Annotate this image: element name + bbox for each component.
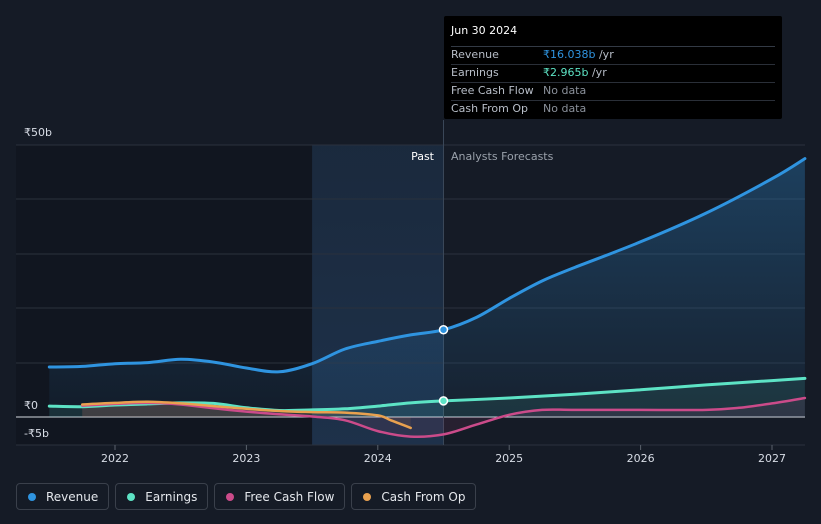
tooltip-value: ₹16.038b — [543, 48, 596, 61]
tooltip-unit: /yr — [595, 48, 614, 61]
tooltip-label: Free Cash Flow — [451, 84, 534, 97]
tooltip-value: No data — [543, 102, 587, 115]
legend-item-revenue[interactable]: Revenue — [16, 483, 110, 510]
past-region-label: Past — [411, 150, 435, 163]
x-tick-label: 2027 — [758, 452, 786, 465]
y-tick-label-50b: ₹50b — [24, 126, 52, 139]
tooltip-row-earnings: Earnings ₹2.965b /yr — [451, 65, 775, 83]
forecast-region-label: Analysts Forecasts — [451, 150, 554, 163]
tooltip-row-cash-from-op: Cash From Op No data — [451, 101, 775, 118]
free-cash-flow-dot-icon — [226, 492, 235, 501]
x-tick-label: 2025 — [495, 452, 523, 465]
cash-from-op-dot-icon — [363, 492, 372, 501]
legend-label: Cash From Op — [381, 489, 466, 504]
tooltip-label: Cash From Op — [451, 102, 529, 115]
chart-legend: Revenue Earnings Free Cash Flow Cash Fro… — [16, 483, 477, 510]
x-tick-label: 2023 — [232, 452, 260, 465]
legend-item-cash-from-op[interactable]: Cash From Op — [351, 483, 477, 510]
legend-item-earnings[interactable]: Earnings — [115, 483, 209, 510]
tooltip: Jun 30 2024 Revenue ₹16.038b /yr Earning… — [444, 16, 782, 119]
tooltip-label: Revenue — [451, 48, 499, 61]
free-cash-flow-area — [82, 398, 805, 437]
tooltip-unit: /yr — [588, 66, 607, 79]
x-tick-label: 2024 — [364, 452, 392, 465]
revenue-dot-icon — [28, 492, 36, 501]
tooltip-row-free-cash-flow: Free Cash Flow No data — [451, 83, 775, 101]
y-tick-label-neg5b: -₹5b — [24, 427, 49, 440]
legend-label: Free Cash Flow — [244, 489, 335, 504]
x-tick-label: 2022 — [101, 452, 129, 465]
legend-label: Revenue — [46, 489, 99, 504]
tooltip-label: Earnings — [451, 66, 499, 79]
legend-label: Earnings — [145, 489, 198, 504]
tooltip-row-revenue: Revenue ₹16.038b /yr — [451, 47, 775, 65]
tooltip-date: Jun 30 2024 — [451, 24, 775, 47]
legend-item-free-cash-flow[interactable]: Free Cash Flow — [214, 483, 346, 510]
revenue-line — [47, 157, 807, 374]
earnings-marker[interactable] — [438, 396, 449, 406]
x-tick-label: 2026 — [627, 452, 655, 465]
cash-from-op-area — [82, 401, 411, 428]
cash-from-op-line — [80, 400, 412, 430]
y-tick-label-0: ₹0 — [24, 399, 38, 412]
free-cash-flow-line — [80, 396, 807, 438]
revenue-marker[interactable] — [438, 325, 449, 335]
revenue-area — [49, 158, 805, 417]
tooltip-value: ₹2.965b — [543, 66, 589, 79]
tooltip-value: No data — [543, 84, 587, 97]
earnings-dot-icon — [127, 492, 136, 501]
